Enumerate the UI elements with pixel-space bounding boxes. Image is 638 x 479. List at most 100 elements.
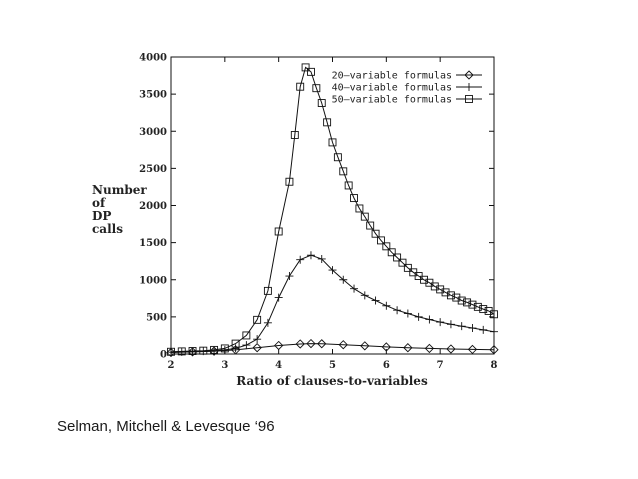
series-layer: [166, 63, 499, 358]
square-marker: [436, 285, 445, 294]
y-axis-label-line: of: [92, 196, 106, 210]
square-marker: [312, 84, 321, 93]
square-marker: [441, 288, 450, 297]
diamond-marker: [467, 344, 478, 355]
diamond-marker: [360, 341, 370, 351]
square-marker: [398, 258, 407, 267]
y-tick-label: 3000: [139, 127, 167, 138]
plus-marker: [457, 322, 466, 331]
plus-marker: [328, 266, 337, 275]
plus-marker: [436, 318, 445, 327]
square-marker: [199, 346, 208, 355]
square-marker: [463, 298, 472, 307]
square-marker: [393, 253, 402, 262]
series-square: [167, 63, 498, 356]
square-marker: [317, 99, 326, 107]
diamond-marker: [274, 340, 284, 351]
square-marker: [452, 293, 461, 302]
x-tick-label: 3: [221, 360, 228, 371]
diamond-marker: [295, 339, 305, 349]
plus-marker: [360, 291, 369, 300]
plus-marker: [306, 251, 315, 260]
square-marker: [366, 221, 375, 230]
plus-marker: [490, 327, 498, 336]
plus-marker: [231, 344, 240, 353]
square-marker: [307, 67, 315, 76]
square-marker: [188, 347, 197, 355]
plus-marker: [220, 345, 229, 354]
square-marker: [382, 242, 391, 251]
plus-marker: [371, 296, 380, 305]
square-marker: [220, 344, 229, 353]
square-marker: [296, 82, 305, 91]
square-marker: [377, 236, 385, 245]
square-marker: [479, 305, 488, 314]
diamond-marker: [381, 342, 391, 352]
y-tick-label: 4000: [139, 53, 167, 64]
legend-label: 50–variable formulas: [332, 95, 452, 106]
square-marker: [285, 177, 294, 186]
square-marker: [231, 339, 240, 348]
square-marker: [210, 345, 219, 354]
square-marker: [403, 263, 412, 272]
square-marker: [473, 302, 482, 311]
square-marker: [301, 63, 310, 72]
square-marker: [242, 331, 251, 340]
diamond-marker: [338, 340, 348, 350]
diamond-marker: [424, 343, 435, 354]
x-axis-label: Ratio of clauses-to-variables: [236, 374, 428, 388]
square-marker: [263, 286, 272, 295]
diamond-marker: [403, 343, 413, 353]
square-marker: [290, 131, 299, 139]
x-tick-label: 8: [491, 360, 498, 371]
plus-marker: [465, 83, 473, 91]
diamond-marker: [306, 338, 316, 349]
plus-marker: [403, 309, 412, 318]
axis-ticks: 2 3 4 5 6 7 8 0 500 1000 1500 2000 2500 3000 3500 4000: [139, 53, 497, 372]
legend-label: 40–variable formulas: [332, 83, 452, 94]
diamond-marker: [252, 343, 262, 353]
series-line: [170, 66, 495, 353]
square-marker: [465, 95, 473, 103]
diamond-marker: [446, 344, 456, 354]
slide-caption: Selman, Mitchell & Levesque ‘96: [57, 418, 275, 435]
plus-marker: [479, 325, 488, 334]
plus-marker: [382, 301, 391, 310]
square-marker: [177, 347, 186, 356]
plus-marker: [393, 306, 402, 315]
square-marker: [371, 229, 380, 238]
square-marker: [333, 153, 342, 162]
square-marker: [387, 248, 396, 257]
diamond-marker: [166, 347, 176, 358]
y-tick-label: 1000: [139, 275, 167, 286]
y-tick-label: 2500: [139, 164, 167, 175]
square-marker: [328, 138, 337, 147]
diamond-marker: [464, 70, 474, 80]
plus-marker: [425, 315, 434, 324]
y-axis-label-line: calls: [92, 222, 123, 236]
x-tick-label: 4: [275, 360, 282, 371]
square-marker: [468, 300, 477, 309]
square-marker: [253, 315, 262, 324]
square-marker: [323, 118, 332, 127]
plus-marker: [242, 341, 251, 350]
square-marker: [446, 291, 455, 300]
y-tick-label: 1500: [139, 238, 167, 249]
square-marker: [457, 296, 466, 305]
y-tick-label: 0: [160, 350, 167, 361]
x-tick-label: 5: [329, 360, 336, 371]
plus-marker: [339, 275, 348, 284]
plus-marker: [253, 335, 262, 344]
square-marker: [274, 227, 283, 236]
plus-marker: [296, 255, 305, 264]
diamond-marker: [489, 345, 499, 355]
plus-marker: [350, 284, 359, 293]
square-marker: [167, 347, 175, 356]
x-tick-label: 2: [168, 360, 175, 371]
square-marker: [430, 282, 439, 291]
square-marker: [490, 310, 498, 319]
